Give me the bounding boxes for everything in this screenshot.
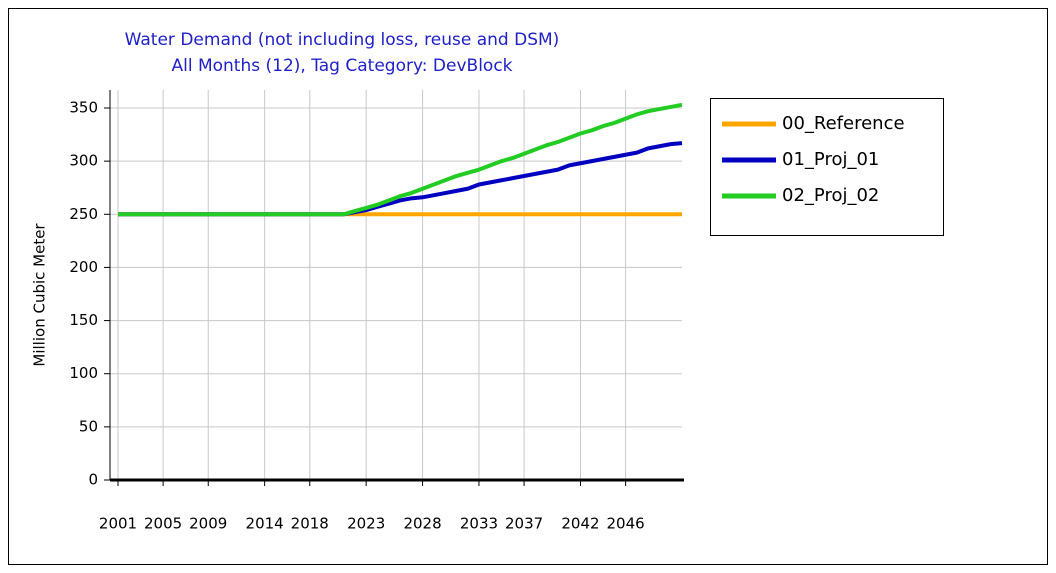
x-tick-label: 2037 [505, 515, 543, 533]
y-tick-label: 350 [69, 99, 98, 117]
legend-box [710, 98, 944, 236]
x-tick-label: 2005 [144, 515, 182, 533]
x-tick-label: 2018 [291, 515, 329, 533]
x-tick-label: 2028 [403, 515, 441, 533]
legend-label: 00_Reference [782, 113, 905, 134]
x-tick-label: 2042 [561, 515, 599, 533]
x-tick-label: 2033 [460, 515, 498, 533]
series-line [118, 102, 683, 217]
x-tick-label: 2046 [607, 515, 645, 533]
y-tick-label: 150 [69, 311, 98, 329]
chart-title: Water Demand (not including loss, reuse … [125, 30, 560, 50]
y-tick-label: 50 [79, 417, 98, 435]
y-tick-label: 0 [88, 471, 98, 489]
y-tick-label: 250 [69, 205, 98, 223]
chart-subtitle: All Months (12), Tag Category: DevBlock [171, 56, 512, 76]
x-tick-label: 2009 [189, 515, 227, 533]
y-tick-label: 200 [69, 258, 98, 276]
x-tick-label: 2001 [99, 515, 137, 533]
y-tick-label: 100 [69, 364, 98, 382]
legend-label: 01_Proj_01 [782, 149, 879, 170]
legend-label: 02_Proj_02 [782, 185, 879, 206]
x-tick-label: 2023 [347, 515, 385, 533]
x-tick-label: 2014 [246, 515, 284, 533]
y-tick-label: 300 [69, 152, 98, 170]
y-axis-label: Million Cubic Meter [31, 223, 49, 367]
